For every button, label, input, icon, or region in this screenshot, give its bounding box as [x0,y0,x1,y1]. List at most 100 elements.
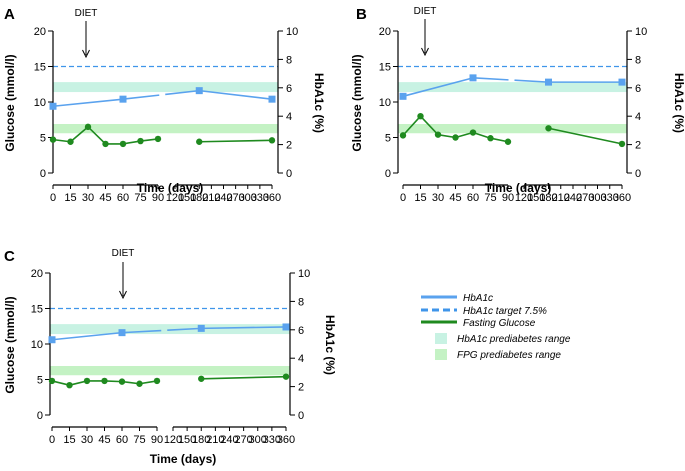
y2-axis-title: HbA1c (%) [672,73,685,133]
y2-axis-title: HbA1c (%) [312,73,326,133]
glucose-point [452,134,459,141]
y-tick-label: 10 [379,97,391,109]
glucose-point [469,129,477,136]
x-tick-label: 240 [214,192,232,204]
hba1c-line-segment [199,89,273,100]
diet-annotation: DIET [75,8,98,19]
y-tick-label: 10 [31,339,43,351]
x-tick-label: 15 [414,192,426,204]
x-tick-label: 120 [515,192,533,204]
hba1c-point [197,324,205,332]
y-tick-label: 0 [385,168,391,180]
y-tick-label: 15 [34,62,46,74]
hba1c-line-segment [201,326,287,330]
y2-tick-label: 6 [635,83,641,95]
hba1c-point [195,87,203,95]
x-tick-label: 120 [164,434,182,446]
y2-tick-label: 8 [298,296,304,308]
fpg-prediabetes-band [398,124,627,134]
y2-tick-label: 2 [286,140,292,152]
x-tick-label: 240 [564,192,582,204]
hba1c-point [618,78,626,86]
panel-b: B DIET Glucose (mmol/l) HbA1c (%) Time (… [350,6,685,204]
x-tick-label: 270 [234,434,252,446]
legend-target-label: HbA1c target 7.5% [463,306,547,317]
x-tick-label: 120 [166,192,184,204]
y2-tick-label: 0 [635,168,641,180]
x-tick-label: 90 [152,192,164,204]
x-tick-label: 0 [400,192,406,204]
x-tick-label: 300 [588,192,606,204]
x-tick-label: 300 [249,434,267,446]
glucose-line-segment [201,375,287,380]
legend-hba1c-band-label: HbA1c prediabetes range [457,334,571,345]
y-tick-label: 5 [37,375,43,387]
x-tick-label: 150 [527,192,545,204]
hba1c-line-segment [514,79,549,83]
y2-tick-label: 8 [635,54,641,66]
hba1c-point [119,95,127,103]
y2-tick-label: 4 [298,353,304,365]
panel-label: A [4,6,15,23]
x-tick-label: 30 [432,192,444,204]
hba1c-line-segment [165,89,200,96]
legend-glucose-label: Fasting Glucose [463,318,536,329]
x-tick-label: 360 [263,192,281,204]
y-tick-label: 20 [34,26,46,38]
y-tick-label: 5 [385,133,391,145]
glucose-point [137,137,144,145]
x-tick-label: 270 [226,192,244,204]
glucose-point [618,140,626,148]
x-tick-label: 270 [576,192,594,204]
glucose-point [198,375,205,382]
glucose-line-segment [419,115,439,136]
glucose-point [487,135,494,142]
hba1c-line-segment [121,329,162,334]
y2-tick-label: 0 [286,168,292,180]
hba1c-line-segment [402,77,474,98]
x-tick-label: 30 [82,192,94,204]
glucose-point [196,138,203,145]
x-tick-label: 15 [64,192,76,204]
glucose-point [83,377,91,385]
glucose-point [84,123,92,131]
panel-a: A DIET Glucose (mmol/l) HbA1c (%) Time (… [3,6,326,204]
hba1c-point [49,102,57,110]
y-tick-label: 15 [31,304,43,316]
x-tick-label: 75 [484,192,496,204]
x-tick-label: 240 [220,434,238,446]
x-tick-label: 90 [502,192,514,204]
fpg-prediabetes-band [50,366,290,376]
panel-label: C [4,248,15,265]
x-tick-label: 150 [178,192,196,204]
x-tick-label: 0 [49,434,55,446]
x-tick-label: 180 [190,192,208,204]
y2-tick-label: 2 [298,382,304,394]
x-axis-title: Time (days) [150,452,216,466]
x-tick-label: 0 [50,192,56,204]
glucose-line-segment [87,126,107,145]
glucose-point [66,381,73,389]
diet-arrow-head [119,290,127,300]
fpg-prediabetes-band [53,124,278,134]
x-tick-label: 210 [552,192,570,204]
hba1c-point [545,78,552,86]
y2-tick-label: 4 [635,111,641,123]
hba1c-line-segment [51,331,123,341]
x-tick-label: 180 [539,192,557,204]
glucose-point [504,138,512,145]
glucose-point [268,137,276,144]
y-tick-label: 20 [379,26,391,38]
hba1c-prediabetes-band [50,324,290,335]
x-tick-label: 330 [263,434,281,446]
hba1c-prediabetes-band [398,82,627,93]
x-tick-label: 300 [239,192,257,204]
hba1c-point [469,74,477,82]
x-tick-label: 90 [151,434,163,446]
x-tick-label: 75 [134,192,146,204]
y-tick-label: 10 [34,97,46,109]
x-tick-label: 30 [81,434,93,446]
glucose-point [119,140,127,148]
legend-fpg-band-swatch [435,349,447,360]
